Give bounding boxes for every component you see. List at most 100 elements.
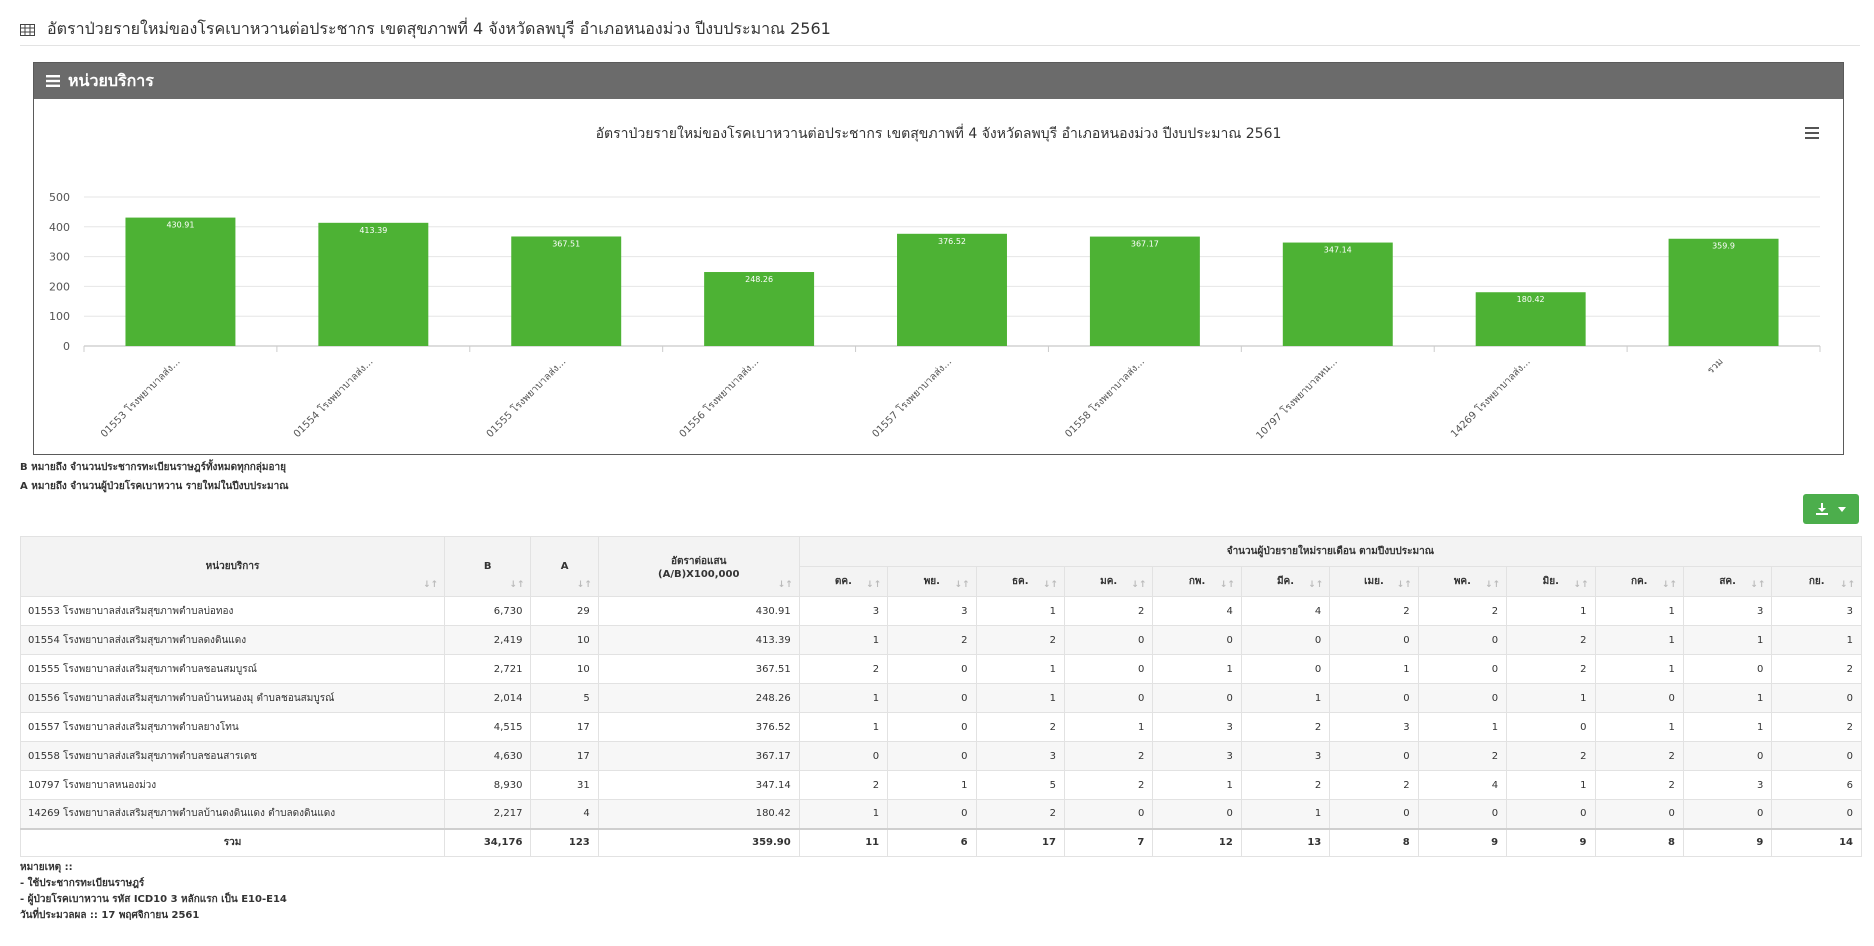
footnotes: หมายเหตุ :: - ใช้ประชากรทะเบียนราษฎร์ - … [20, 860, 287, 924]
cell-month: 3 [1682, 596, 1773, 626]
col-header-month[interactable]: มีค. ↓↑ [1240, 566, 1331, 597]
col-header-monthly-group: จำนวนผู้ป่วยรายใหม่รายเดือน ตามปีงบประมา… [798, 536, 1863, 567]
bar-chart: 0 100 200 300 400 500 430.91 01553 โรงพยาบาลส่ง… [49, 191, 1821, 442]
cell-month: 2 [1063, 770, 1154, 800]
cell-month: 0 [887, 654, 977, 684]
cell-rate: 180.42 [597, 799, 800, 829]
cell-month: 2 [1063, 596, 1154, 626]
cell-month: 2 [975, 799, 1065, 829]
total-month: 17 [975, 827, 1065, 857]
cell-month: 2 [1506, 625, 1596, 655]
sort-icon: ↓↑ [1839, 580, 1855, 590]
total-month: 7 [1063, 827, 1154, 857]
chart-title: อัตราป่วยรายใหม่ของโรคเบาหวานต่อประชากร … [595, 126, 1282, 142]
col-header-a[interactable]: A ↓↑ [530, 536, 599, 597]
download-icon [1816, 503, 1828, 515]
col-header-month[interactable]: มค. ↓↑ [1063, 566, 1154, 597]
cell-month: 1 [975, 683, 1065, 713]
col-header-month[interactable]: กย. ↓↑ [1771, 566, 1862, 597]
cell-month: 0 [1329, 625, 1419, 655]
col-header-month[interactable]: สค. ↓↑ [1682, 566, 1773, 597]
table-row: 01555 โรงพยาบาลส่งเสริมสุขภาพตำบลชอนสมบู… [19, 654, 1862, 684]
bar [897, 233, 1007, 346]
cell-month: 2 [1506, 654, 1596, 684]
cell-month: 2 [1063, 741, 1154, 771]
col-header-month[interactable]: กพ. ↓↑ [1152, 566, 1242, 597]
total-month: 6 [887, 827, 977, 857]
cell-month: 2 [798, 654, 889, 684]
total-row: รวม 34,176 123 359.90 11 6 17 7 12 13 8 9 9 8 9 14 [19, 827, 1862, 857]
cell-rate: 413.39 [597, 625, 800, 655]
x-tick-label: 01555 โรงพยาบาลส่ง... [483, 355, 568, 440]
cell-month: 1 [1417, 712, 1508, 742]
table-row: 10797 โรงพยาบาลหนองม่วง 8,930 31 347.14 2 1 5 2… [19, 770, 1862, 800]
cell-unit: 01553 โรงพยาบาลส่งเสริมสุขภาพตำบลบ่อทอง [19, 596, 446, 626]
col-header-month[interactable]: มิย. ↓↑ [1506, 566, 1596, 597]
cell-month: 2 [1506, 741, 1596, 771]
cell-month: 4 [1152, 596, 1242, 626]
cell-month: 1 [798, 625, 889, 655]
x-tick-label: 01556 โรงพยาบาลส่ง... [676, 355, 761, 440]
cell-month: 2 [1240, 712, 1331, 742]
sort-icon: ↓↑ [954, 580, 970, 590]
table-row: 01558 โรงพยาบาลส่งเสริมสุขภาพตำบลชอนสารเ… [19, 741, 1862, 771]
col-header-month[interactable]: กค. ↓↑ [1594, 566, 1684, 597]
cell-month: 1 [887, 770, 977, 800]
chart-area: อัตราป่วยรายใหม่ของโรคเบาหวานต่อประชากร … [34, 99, 1843, 454]
cell-month: 2 [1329, 596, 1419, 626]
cell-month: 1 [1594, 625, 1684, 655]
total-month: 12 [1152, 827, 1242, 857]
cell-month: 0 [1417, 625, 1508, 655]
cell-month: 2 [798, 770, 889, 800]
cell-month: 2 [1594, 741, 1684, 771]
cell-a: 10 [530, 625, 599, 655]
col-header-unit[interactable]: หน่วยบริการ ↓↑ [19, 536, 446, 597]
data-label: 180.42 [1517, 295, 1545, 304]
cell-month: 0 [1506, 799, 1596, 829]
cell-month: 3 [1329, 712, 1419, 742]
cell-month: 0 [887, 683, 977, 713]
total-b: 34,176 [444, 827, 532, 857]
col-header-month[interactable]: เมย. ↓↑ [1329, 566, 1419, 597]
x-tick-label: 01557 โรงพยาบาลส่ง... [869, 355, 954, 440]
cell-unit: 01556 โรงพยาบาลส่งเสริมสุขภาพตำบลบ้านหนอ… [19, 683, 446, 713]
x-tick-label: 01554 โรงพยาบาลส่ง... [290, 355, 375, 440]
cell-month: 4 [1417, 770, 1508, 800]
sort-icon: ↓↑ [1219, 580, 1235, 590]
download-button[interactable] [1803, 494, 1859, 524]
total-month: 9 [1506, 827, 1596, 857]
cell-b: 2,217 [444, 799, 532, 829]
table-row: 01557 โรงพยาบาลส่งเสริมสุขภาพตำบลยางโทน 4… [19, 712, 1862, 742]
cell-month: 0 [1771, 683, 1862, 713]
col-header-month[interactable]: พค. ↓↑ [1417, 566, 1508, 597]
cell-a: 29 [530, 596, 599, 626]
col-header-month[interactable]: ตค. ↓↑ [798, 566, 889, 597]
cell-rate: 347.14 [597, 770, 800, 800]
cell-a: 4 [530, 799, 599, 829]
table-row: 01554 โรงพยาบาลส่งเสริมสุขภาพตำบลดงดินแด… [19, 625, 1862, 655]
col-header-month[interactable]: ธค. ↓↑ [975, 566, 1065, 597]
cell-month: 2 [1771, 654, 1862, 684]
total-month: 8 [1594, 827, 1684, 857]
cell-b: 2,014 [444, 683, 532, 713]
table-row: 01553 โรงพยาบาลส่งเสริมสุขภาพตำบลบ่อทอง 6… [19, 596, 1862, 626]
cell-a: 17 [530, 712, 599, 742]
table-row: 14269 โรงพยาบาลส่งเสริมสุขภาพตำบลบ้านดงด… [19, 799, 1862, 829]
col-header-rate[interactable]: อัตราต่อแสน (A/B)X100,000 ↓↑ [597, 536, 800, 597]
col-header-month[interactable]: พย. ↓↑ [887, 566, 977, 597]
cell-month: 1 [1682, 625, 1773, 655]
cell-month: 2 [1594, 770, 1684, 800]
cell-a: 17 [530, 741, 599, 771]
cell-month: 0 [1682, 654, 1773, 684]
cell-month: 1 [1152, 654, 1242, 684]
cell-month: 0 [1771, 741, 1862, 771]
chart-panel: หน่วยบริการ อัตราป่วยรายใหม่ของโรคเบาหวา… [33, 62, 1844, 455]
cell-month: 1 [1682, 683, 1773, 713]
cell-month: 0 [1594, 683, 1684, 713]
cell-unit: 10797 โรงพยาบาลหนองม่วง [19, 770, 446, 800]
cell-month: 1 [1506, 683, 1596, 713]
col-header-b[interactable]: B ↓↑ [444, 536, 532, 597]
page-header: อัตราป่วยรายใหม่ของโรคเบาหวานต่อประชากร … [20, 14, 1860, 46]
chart-context-menu-icon[interactable] [1805, 127, 1819, 139]
sort-icon: ↓↑ [866, 580, 882, 590]
